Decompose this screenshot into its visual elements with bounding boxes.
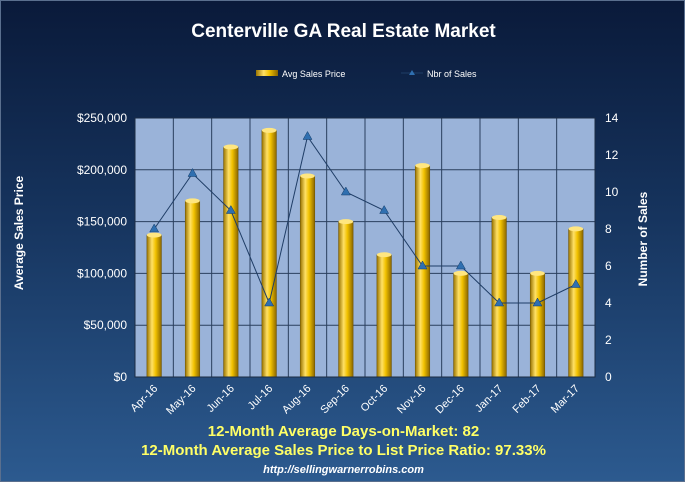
x-tick-label: Mar-17 — [549, 383, 582, 416]
y2-tick-label: 10 — [605, 185, 619, 199]
bar-cap — [415, 163, 430, 169]
legend-bar-swatch — [256, 70, 278, 76]
bar-cap — [376, 252, 392, 258]
bar-cap — [453, 270, 469, 276]
sales-line — [149, 130, 581, 307]
sales-point-Jun-16 — [225, 204, 236, 214]
x-tick-label: Nov-16 — [395, 383, 429, 417]
sales-point-Aug-16 — [302, 130, 313, 140]
bar-cap — [300, 173, 315, 179]
x-tick-label: Dec-16 — [433, 383, 467, 417]
bar-Sep-16 — [338, 221, 354, 378]
plot-border — [134, 117, 596, 378]
sales-point-May-16 — [187, 167, 198, 177]
y-tick-label: $200,000 — [77, 163, 127, 177]
sales-point-Dec-16 — [455, 260, 466, 270]
sales-point-Jan-17 — [494, 297, 505, 307]
y2-tick-label: 6 — [605, 259, 612, 273]
sales-polyline — [153, 135, 577, 305]
legend-bar-label: Avg Sales Price — [282, 69, 345, 79]
x-tick-label: May-16 — [164, 383, 198, 417]
bar-Dec-16 — [453, 273, 469, 378]
bar-cap — [146, 232, 162, 238]
sales-point-Feb-17 — [532, 297, 543, 307]
y-tick-label: $100,000 — [77, 266, 127, 280]
sales-point-Oct-16 — [379, 204, 390, 214]
x-tick-label: Jun-16 — [205, 383, 237, 415]
combo-chart: Avg Sales Price Nbr of Sales $0 $50,000 $1… — [12, 69, 650, 417]
bar-Jun-16 — [223, 146, 239, 378]
sales-point-Jul-16 — [264, 297, 275, 307]
bar-Nov-16 — [414, 165, 431, 378]
y2-tick-label: 4 — [605, 296, 612, 310]
y2-axis-title: Number of Sales — [636, 191, 650, 286]
legend: Avg Sales Price Nbr of Sales — [256, 69, 477, 79]
y-tick-label: $0 — [114, 370, 128, 384]
y-axis-title: Average Sales Price — [12, 176, 26, 291]
bar-cap — [185, 198, 200, 204]
x-tick-label: Jul-16 — [246, 383, 276, 413]
bar-cap — [530, 270, 545, 276]
y-tick-label: $50,000 — [84, 318, 128, 332]
x-tick-label: Apr-16 — [128, 383, 160, 415]
x-tick-label: Feb-17 — [510, 383, 543, 416]
sales-point-Apr-16 — [149, 223, 160, 233]
chart-title: Centerville GA Real Estate Market — [191, 21, 496, 42]
bar-Oct-16 — [376, 254, 392, 378]
bar-cap — [338, 219, 354, 225]
bar-Apr-16 — [146, 234, 162, 378]
sales-point-Sep-16 — [340, 186, 351, 196]
bar-cap — [568, 226, 584, 232]
sales-point-Mar-17 — [570, 278, 581, 288]
bar-Aug-16 — [299, 175, 316, 378]
bar-Jan-17 — [491, 217, 507, 378]
x-tick-label: Jan-17 — [473, 383, 505, 415]
y2-tick-label: 12 — [605, 148, 619, 162]
x-tick-label: Aug-16 — [280, 383, 314, 417]
footer-url[interactable]: http://sellingwarnerrobins.com — [263, 464, 424, 476]
days-on-market-stat: 12-Month Average Days-on-Market: 82 — [207, 423, 480, 440]
y-tick-label: $150,000 — [77, 215, 127, 229]
bar-cap — [491, 214, 507, 220]
legend-line-marker — [409, 70, 415, 75]
y-tick-label: $250,000 — [77, 111, 127, 125]
bar-cap — [261, 127, 277, 133]
price-ratio-stat: 12-Month Average Sales Price to List Pri… — [141, 442, 546, 459]
sales-point-Nov-16 — [417, 260, 428, 270]
bar-Feb-17 — [529, 273, 546, 378]
y2-tick-label: 8 — [605, 222, 612, 236]
bar-May-16 — [184, 200, 201, 378]
y2-tick-label: 0 — [605, 370, 612, 384]
y2-tick-label: 2 — [605, 333, 612, 347]
bars — [146, 127, 584, 378]
x-tick-label: Sep-16 — [318, 383, 352, 417]
y2-tick-label: 14 — [605, 111, 619, 125]
legend-line-label: Nbr of Sales — [427, 69, 477, 79]
bar-Mar-17 — [568, 228, 584, 378]
x-tick-label: Oct-16 — [358, 383, 390, 415]
bar-Jul-16 — [261, 130, 277, 378]
bar-cap — [223, 144, 239, 150]
